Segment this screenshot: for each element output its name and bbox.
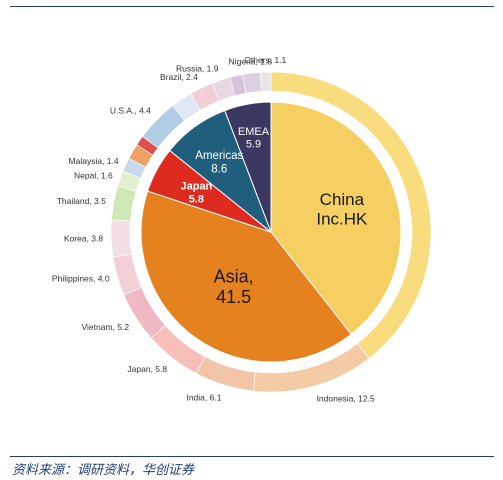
- outer-label-brazil: Brazil, 2.4: [160, 72, 198, 82]
- outer-ring: [110, 71, 432, 393]
- outer-label-nepal: Nepal, 1.6: [74, 171, 113, 181]
- outer-label-korea: Korea, 3.8: [64, 234, 103, 244]
- inner-label-asia: Asia, 41.5: [214, 266, 254, 307]
- inner-pie: [140, 101, 402, 363]
- inner-labels: China Inc.HK Asia, 41.5 Japan 5.8 Americas 8.6E…: [180, 126, 368, 307]
- outer-slice-others: [259, 71, 272, 92]
- inner-slice-asia: [140, 190, 352, 363]
- outer-label-japan: Japan, 5.8: [127, 364, 167, 374]
- outer-label-indonesia: Indonesia, 12.5: [317, 394, 375, 404]
- source-note: 资料来源：调研资料，华创证券: [12, 463, 195, 478]
- inner-label-americas: Americas 8.6: [195, 150, 243, 175]
- outer-label-russia: Russia, 1.9: [176, 63, 219, 73]
- outer-label-others: Others, 1.1: [244, 55, 286, 65]
- donut-chart: China Inc.HK Asia, 41.5 Japan 5.8 Americas 8.6E…: [52, 55, 432, 404]
- outer-label-philippines: Philippines, 4.0: [52, 274, 110, 284]
- outer-labels: Indonesia, 12.5 India, 6.1 Japan, 5.8 Vietn…: [52, 55, 375, 404]
- outer-label-thailand: Thailand, 3.5: [57, 196, 106, 206]
- outer-label-malaysia: Malaysia, 1.4: [69, 156, 119, 166]
- outer-label-india: India, 6.1: [186, 393, 221, 403]
- inner-label-china-inc-hk: China Inc.HK: [316, 190, 368, 229]
- inner-label-emea: EMEA 5.9: [238, 126, 270, 151]
- outer-slice-philippines: [112, 253, 142, 296]
- outer-label-u-s-a: U.S.A., 4.4: [110, 105, 151, 115]
- outer-slice-india: [195, 356, 256, 392]
- outer-label-nigeria: Nigeria, 1.8: [229, 56, 273, 66]
- outer-slice-thailand: [111, 185, 137, 222]
- inner-slice-emea: [224, 101, 272, 233]
- inner-slice-china-inc-hk: [270, 101, 402, 335]
- inner-label-japan: Japan 5.8: [180, 181, 212, 206]
- outer-slice-korea: [110, 219, 133, 258]
- bottom-rule: [10, 456, 494, 457]
- top-rule: [10, 6, 494, 7]
- outer-slice-nigeria: [242, 72, 262, 94]
- outer-label-vietnam: Vietnam, 5.2: [82, 322, 130, 332]
